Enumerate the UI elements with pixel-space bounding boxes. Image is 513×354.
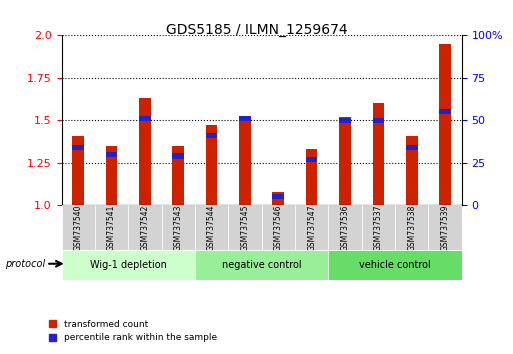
Bar [139,98,151,205]
Bar [339,118,351,123]
Bar [406,136,418,205]
Bar [106,152,117,157]
Bar [172,154,184,159]
Bar [272,192,284,205]
FancyBboxPatch shape [328,250,462,280]
Text: Wig-1 depletion: Wig-1 depletion [90,259,167,270]
Bar [306,149,318,205]
Bar [372,103,384,205]
Bar [106,146,117,205]
FancyBboxPatch shape [95,205,128,250]
FancyBboxPatch shape [195,250,328,280]
FancyBboxPatch shape [395,205,428,250]
FancyBboxPatch shape [162,205,195,250]
Bar [406,145,418,150]
Bar [206,133,218,138]
Text: GSM737539: GSM737539 [441,204,449,251]
Text: vehicle control: vehicle control [359,259,431,270]
FancyBboxPatch shape [295,205,328,250]
FancyBboxPatch shape [195,205,228,250]
Text: GSM737543: GSM737543 [174,204,183,251]
Text: GSM737547: GSM737547 [307,204,316,251]
Bar [372,118,384,123]
Text: GSM737544: GSM737544 [207,204,216,251]
Bar [239,116,251,121]
Text: GSM737541: GSM737541 [107,204,116,251]
FancyBboxPatch shape [362,205,395,250]
Bar [72,145,84,150]
Text: GSM737546: GSM737546 [274,204,283,251]
Text: GSM737545: GSM737545 [241,204,249,251]
Bar [339,117,351,205]
Bar [239,117,251,205]
Text: GSM737538: GSM737538 [407,204,416,251]
Text: GDS5185 / ILMN_1259674: GDS5185 / ILMN_1259674 [166,23,347,37]
FancyBboxPatch shape [62,205,95,250]
FancyBboxPatch shape [428,205,462,250]
Bar [172,146,184,205]
Bar [139,116,151,121]
Bar [206,125,218,205]
Text: GSM737536: GSM737536 [341,204,349,251]
Legend: transformed count, percentile rank within the sample: transformed count, percentile rank withi… [46,316,221,346]
Bar [272,194,284,199]
FancyBboxPatch shape [228,205,262,250]
Bar [439,44,451,205]
Text: GSM737540: GSM737540 [74,204,83,251]
FancyBboxPatch shape [128,205,162,250]
FancyBboxPatch shape [262,205,295,250]
Text: negative control: negative control [222,259,302,270]
FancyBboxPatch shape [328,205,362,250]
Text: protocol: protocol [5,259,45,269]
Text: GSM737542: GSM737542 [141,204,149,251]
Bar [306,157,318,162]
Text: GSM737537: GSM737537 [374,204,383,251]
Bar [72,136,84,205]
FancyBboxPatch shape [62,250,195,280]
Bar [439,109,451,114]
